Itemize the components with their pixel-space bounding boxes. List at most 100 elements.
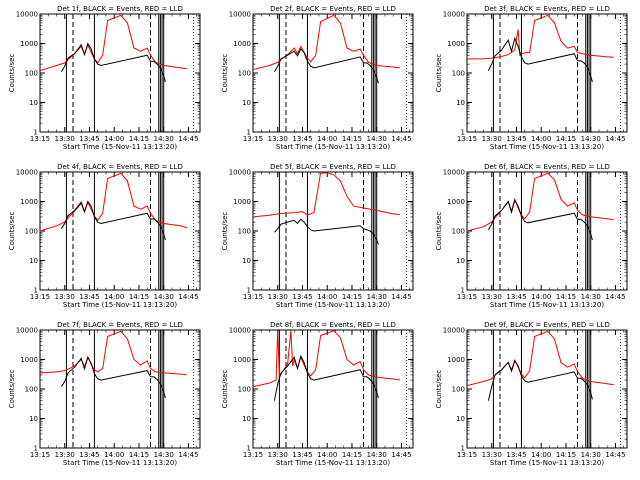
x-tick-label: 14:45 — [605, 135, 625, 143]
y-tick-label: 10000 — [443, 169, 465, 177]
plot-frame — [252, 13, 414, 133]
panel-det-4: Det 4f, BLACK = Events, RED = LLD 1 10 100 1… — [8, 163, 201, 309]
marker-lines — [65, 14, 194, 132]
x-tick-label: 14:45 — [178, 451, 198, 459]
y-tick-label: 100 — [238, 70, 251, 78]
y-tick-label: 1000 — [447, 356, 465, 364]
panel-title: Det 3f, BLACK = Events, RED = LLD — [484, 5, 610, 13]
panel-det-2: Det 2f, BLACK = Events, RED = LLD 1 10 100 1… — [221, 5, 414, 151]
y-tick-label: 100 — [25, 228, 38, 236]
x-tick-label: 14:30 — [367, 451, 387, 459]
x-tick-label: 13:15 — [457, 293, 477, 301]
panel-title: Det 6f, BLACK = Events, RED = LLD — [484, 163, 610, 171]
x-tick-label: 13:15 — [457, 135, 477, 143]
series-line-lld — [253, 330, 400, 388]
x-tick-label: 14:30 — [154, 135, 174, 143]
y-axis-label: Counts/sec — [435, 212, 443, 251]
series-line-events — [60, 355, 166, 399]
x-tick-label: 13:30 — [482, 135, 502, 143]
series-line-events — [274, 218, 379, 245]
series-line-events — [60, 200, 166, 241]
y-tick-label: 100 — [25, 70, 38, 78]
series-line-lld — [253, 14, 400, 71]
plot-frame — [39, 171, 201, 291]
y-axis-label: Counts/sec — [435, 370, 443, 409]
panel-title: Det 1f, BLACK = Events, RED = LLD — [57, 5, 183, 13]
x-axis-label: Start Time (15-Nov-11 13:13:20) — [63, 301, 177, 309]
series-line-events — [487, 199, 593, 241]
panel-det-9: Det 9f, BLACK = Events, RED = LLD 1 10 100 1… — [435, 321, 628, 467]
x-tick-label: 14:45 — [178, 293, 198, 301]
panel-title: Det 7f, BLACK = Events, RED = LLD — [57, 321, 183, 329]
y-tick-label: 100 — [452, 386, 465, 394]
plot-frame — [39, 13, 201, 133]
x-tick-label: 14:30 — [581, 451, 601, 459]
y-tick-label: 1 — [461, 287, 465, 295]
x-tick-label: 14:30 — [581, 293, 601, 301]
y-tick-label: 10 — [456, 257, 465, 265]
x-axis-label: Start Time (15-Nov-11 13:13:20) — [490, 143, 604, 151]
x-tick-label: 14:15 — [129, 451, 149, 459]
y-tick-label: 10000 — [229, 327, 251, 335]
x-tick-label: 13:45 — [79, 135, 99, 143]
x-axis-label: Start Time (15-Nov-11 13:13:20) — [490, 459, 604, 467]
x-tick-label: 13:30 — [482, 451, 502, 459]
y-tick-label: 10 — [242, 415, 251, 423]
x-tick-label: 13:15 — [243, 451, 263, 459]
x-tick-label: 14:00 — [317, 451, 337, 459]
y-axis-label: Counts/sec — [8, 370, 16, 409]
y-tick-label: 1000 — [447, 40, 465, 48]
x-tick-label: 14:00 — [531, 451, 551, 459]
y-tick-label: 10000 — [229, 169, 251, 177]
marker-lines — [278, 330, 407, 448]
y-tick-label: 1 — [34, 129, 38, 137]
x-tick-label: 14:30 — [367, 135, 387, 143]
series-line-lld — [253, 172, 400, 218]
x-tick-label: 13:45 — [79, 293, 99, 301]
x-tick-label: 14:00 — [531, 135, 551, 143]
y-tick-label: 1 — [247, 287, 251, 295]
x-tick-label: 13:15 — [457, 451, 477, 459]
x-axis-label: Start Time (15-Nov-11 13:13:20) — [276, 143, 390, 151]
x-tick-label: 14:30 — [367, 293, 387, 301]
x-tick-label: 14:00 — [104, 451, 124, 459]
panel-title: Det 2f, BLACK = Events, RED = LLD — [270, 5, 396, 13]
y-tick-label: 10 — [456, 99, 465, 107]
marker-lines — [65, 172, 194, 290]
x-tick-label: 14:45 — [391, 451, 411, 459]
x-tick-label: 13:45 — [506, 293, 526, 301]
y-tick-label: 100 — [25, 386, 38, 394]
x-tick-label: 14:15 — [556, 451, 576, 459]
series-line-events — [487, 359, 593, 401]
panel-det-1: Det 1f, BLACK = Events, RED = LLD 1 10 100 1… — [8, 5, 201, 151]
panel-title: Det 4f, BLACK = Events, RED = LLD — [57, 163, 183, 171]
y-tick-label: 10000 — [16, 327, 38, 335]
y-tick-label: 1 — [247, 129, 251, 137]
x-tick-label: 14:30 — [581, 135, 601, 143]
series-line-events — [487, 36, 593, 83]
series-line-lld — [467, 330, 614, 387]
x-tick-label: 13:30 — [268, 451, 288, 459]
x-tick-label: 14:00 — [317, 135, 337, 143]
x-axis-label: Start Time (15-Nov-11 13:13:20) — [63, 143, 177, 151]
y-tick-label: 1000 — [20, 198, 38, 206]
y-axis-label: Counts/sec — [8, 212, 16, 251]
y-tick-label: 100 — [238, 386, 251, 394]
x-tick-label: 13:30 — [482, 293, 502, 301]
x-tick-label: 14:15 — [556, 135, 576, 143]
y-axis-label: Counts/sec — [221, 54, 229, 93]
series-line-events — [60, 42, 166, 83]
y-tick-label: 1000 — [233, 198, 251, 206]
y-axis-label: Counts/sec — [435, 54, 443, 93]
y-tick-label: 10 — [29, 99, 38, 107]
x-tick-label: 13:15 — [243, 135, 263, 143]
x-axis-label: Start Time (15-Nov-11 13:13:20) — [63, 459, 177, 467]
x-tick-label: 14:00 — [104, 135, 124, 143]
series-line-lld — [40, 172, 187, 232]
plot-frame — [39, 329, 201, 449]
x-tick-label: 14:00 — [531, 293, 551, 301]
x-axis-label: Start Time (15-Nov-11 13:13:20) — [490, 301, 604, 309]
x-tick-label: 13:15 — [243, 293, 263, 301]
x-tick-label: 13:15 — [30, 451, 50, 459]
